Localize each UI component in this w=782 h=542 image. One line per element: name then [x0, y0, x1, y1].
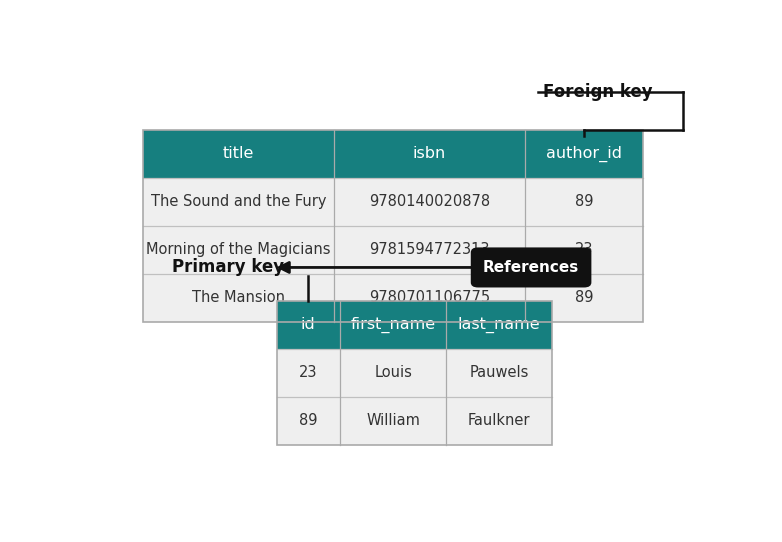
Bar [525, 178, 644, 225]
Bar [525, 274, 644, 322]
Text: 89: 89 [575, 194, 594, 209]
Text: Foreign key: Foreign key [543, 83, 653, 101]
Bar [340, 301, 447, 349]
Bar [334, 130, 525, 178]
Text: 9781594772313: 9781594772313 [369, 242, 490, 257]
Text: 23: 23 [575, 242, 594, 257]
Text: 23: 23 [299, 365, 317, 380]
Bar [334, 225, 525, 274]
Bar [334, 274, 525, 322]
Bar [277, 301, 552, 445]
Bar [447, 397, 552, 445]
Text: Faulkner: Faulkner [468, 414, 530, 428]
Bar [143, 130, 334, 178]
Bar [447, 301, 552, 349]
Bar [525, 130, 644, 178]
Text: 9780140020878: 9780140020878 [369, 194, 490, 209]
Bar [334, 178, 525, 225]
Bar [525, 225, 644, 274]
Text: References: References [483, 260, 579, 275]
Text: Louis: Louis [375, 365, 412, 380]
Text: id: id [301, 317, 316, 332]
Bar [143, 178, 334, 225]
Text: William: William [366, 414, 420, 428]
Text: title: title [223, 146, 254, 161]
Bar [340, 349, 447, 397]
Text: 9780701106775: 9780701106775 [369, 290, 490, 305]
Text: author_id: author_id [546, 146, 622, 162]
Text: 89: 89 [575, 290, 594, 305]
Text: 89: 89 [299, 414, 317, 428]
Text: isbn: isbn [413, 146, 447, 161]
Text: Pauwels: Pauwels [469, 365, 529, 380]
Bar [143, 225, 334, 274]
Bar [447, 349, 552, 397]
Text: first_name: first_name [350, 317, 436, 333]
Text: Primary key: Primary key [172, 259, 284, 276]
Bar [277, 397, 340, 445]
Bar [143, 130, 644, 322]
Text: Morning of the Magicians: Morning of the Magicians [146, 242, 331, 257]
Text: The Mansion: The Mansion [192, 290, 285, 305]
Bar [277, 301, 340, 349]
Text: last_name: last_name [458, 317, 540, 333]
FancyBboxPatch shape [471, 247, 591, 287]
Bar [340, 397, 447, 445]
Text: The Sound and the Fury: The Sound and the Fury [151, 194, 326, 209]
Bar [277, 349, 340, 397]
Bar [143, 274, 334, 322]
